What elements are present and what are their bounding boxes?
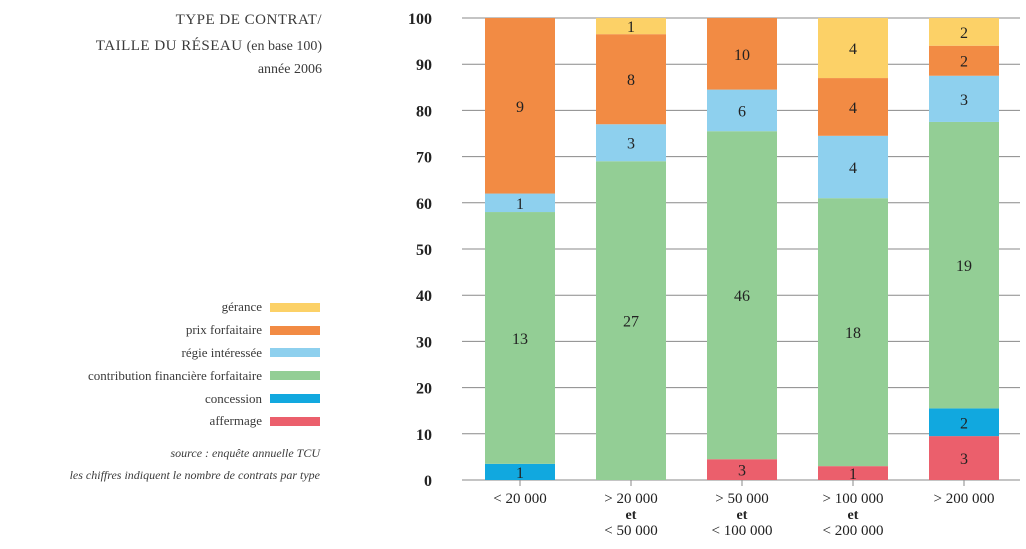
bar-segment [929,18,999,46]
x-tick-label: < 20 000 [493,491,546,507]
x-tick-label: > 20 000 [604,491,657,507]
bar-value-label: 1 [516,465,524,482]
chart-title-line-1: TYPE DE CONTRAT/ [175,12,322,28]
legend-label: concession [204,390,262,406]
chart-title-year: année 2006 [257,62,322,77]
legend-item-gerance: gérance [88,296,320,319]
bar-segment [818,466,888,480]
legend-item-affermage: affermage [88,410,320,433]
legend-item-regie-interessee: régie intéressée [88,342,320,365]
bar-value-label: 2 [960,25,968,42]
bar-segment [818,78,888,136]
bar-segment [929,408,999,437]
bar-value-label: 18 [845,325,861,342]
legend-swatch [270,325,320,335]
source-note: source : enquête annuelle TCU [170,446,320,460]
legend-item-concession: concession [88,387,320,410]
legend-item-contribution: contribution financière forfaitaire [88,364,320,387]
left-panel: TYPE DE CONTRAT/ TAILLE DU RÉSEAU (en ba… [0,0,330,549]
bar-segment [929,436,999,480]
bar-segment [707,131,777,460]
legend-label: gérance [221,299,262,315]
y-tick-label: 30 [416,334,432,351]
bar-segment [485,18,555,194]
y-tick-label: 70 [416,150,432,167]
chart-title-line-2: TAILLE DU RÉSEAU (en base 100) [96,37,322,55]
bar-segment [485,212,555,464]
bar-value-label: 1 [516,196,524,213]
x-tick-label: < 200 000 [823,523,884,539]
bar-value-label: 3 [960,92,968,109]
legend-swatch [270,394,320,404]
bar-value-label: 1 [627,19,635,36]
y-tick-label: 20 [416,381,432,398]
bar-value-label: 8 [627,72,635,89]
x-tick-label: et [848,508,859,523]
bar-segment [596,161,666,480]
y-tick-label: 40 [416,288,432,305]
x-tick-label: < 50 000 [604,523,657,539]
legend-item-prix-forfaitaire: prix forfaitaire [88,319,320,342]
legend-swatch [270,302,320,312]
numbers-note: les chiffres indiquent le nombre de cont… [69,468,320,482]
bar-segment [707,459,777,480]
bar-value-label: 19 [956,258,972,275]
bar-segment [596,18,666,35]
y-tick-label: 0 [424,473,432,490]
bar-segment [818,18,888,79]
x-tick-label: < 100 000 [712,523,773,539]
bar-segment [485,463,555,480]
chart-title-base: (en base 100) [246,39,322,54]
bar-segment [707,89,777,132]
legend-label: prix forfaitaire [185,322,262,338]
bar-segment [707,18,777,90]
bar-value-label: 4 [849,41,857,58]
bar-value-label: 2 [960,54,968,71]
bar-value-label: 10 [734,47,750,64]
bar-value-label: 9 [516,99,524,116]
y-tick-label: 50 [416,242,432,259]
legend-label: contribution financière forfaitaire [88,367,262,383]
y-tick-label: 90 [416,57,432,74]
chart-title-caps: TAILLE DU RÉSEAU [95,38,243,54]
x-tick-label: > 50 000 [715,491,768,507]
bar-value-label: 3 [738,463,746,480]
bar-segment [929,121,999,409]
x-tick-label: et [737,508,748,523]
legend-label: régie intéressée [181,344,262,360]
legend-label: affermage [209,413,262,429]
bar-value-label: 27 [623,314,639,331]
legend-swatch [270,416,320,426]
bar-value-label: 3 [627,136,635,153]
bar-segment [818,198,888,467]
bar-segment [596,34,666,125]
bar-value-label: 4 [849,160,857,177]
bar-value-label: 1 [849,466,857,483]
bar-value-label: 6 [738,103,746,120]
x-tick-label: et [626,508,637,523]
bar-value-label: 46 [734,288,750,305]
y-tick-label: 10 [416,427,432,444]
bar-segment [485,193,555,213]
y-tick-label: 100 [408,11,432,28]
bar-segment [818,135,888,199]
bar-segment [596,124,666,162]
bar-segment [929,45,999,76]
legend-swatch [270,348,320,358]
bar-value-label: 3 [960,451,968,468]
x-tick-label: > 100 000 [823,491,884,507]
bar-value-label: 4 [849,100,857,117]
legend-swatch [270,371,320,381]
legend: gérance prix forfaitaire régie intéressé… [88,296,320,433]
x-tick-label: > 200 000 [934,491,995,507]
bar-value-label: 13 [512,331,528,348]
y-tick-label: 80 [416,103,432,120]
bar-segment [929,75,999,122]
bar-value-label: 2 [960,415,968,432]
y-tick-label: 60 [416,196,432,213]
